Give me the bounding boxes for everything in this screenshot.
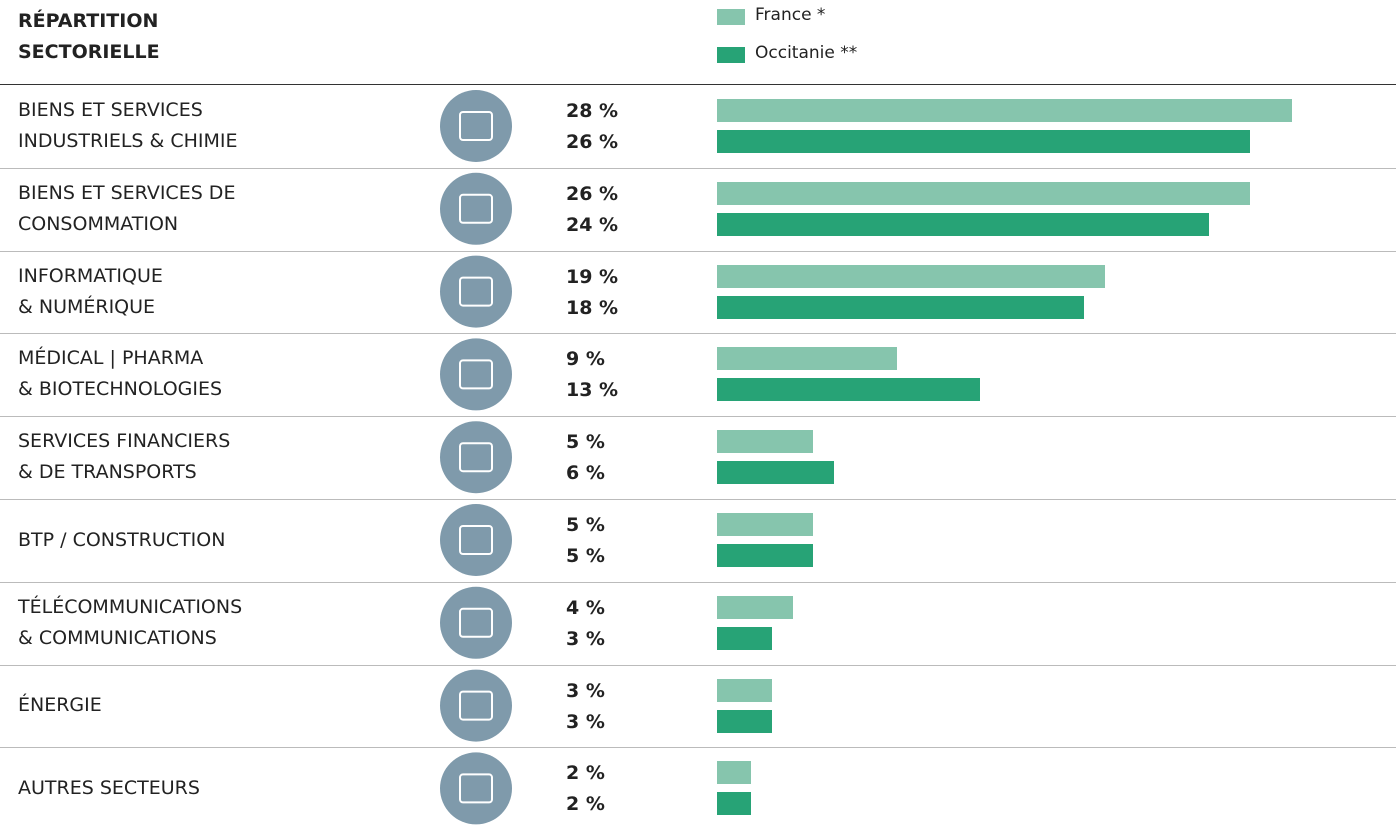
- bar: [717, 678, 772, 702]
- icon-glyph: [459, 442, 493, 473]
- bar: [717, 709, 772, 733]
- sector-icon: [440, 421, 512, 494]
- bar: [717, 595, 793, 619]
- value-label: 6 %: [566, 462, 605, 485]
- chart-title: RÉPARTITION SECTORIELLE: [18, 10, 160, 63]
- value-label: 5 %: [566, 431, 605, 454]
- bar: [717, 430, 814, 454]
- value-label: 18 %: [566, 296, 619, 319]
- category-label: INFORMATIQUE & NUMÉRIQUE: [18, 264, 163, 318]
- sector-icon: [440, 669, 512, 742]
- value-label: 9 %: [566, 348, 605, 371]
- row-separator: [0, 416, 1396, 418]
- value-label: 28 %: [566, 100, 619, 122]
- bar: [717, 792, 751, 816]
- bar: [717, 130, 1251, 153]
- row-separator: [0, 499, 1396, 500]
- sector-icon: [440, 504, 512, 576]
- bar: [717, 212, 1209, 236]
- value-label: 13 %: [566, 379, 619, 402]
- row-separator: [0, 333, 1396, 335]
- legend-swatch: [717, 47, 745, 63]
- value-label: 24 %: [566, 213, 619, 236]
- bar: [717, 378, 980, 402]
- sector-icon: [440, 172, 512, 245]
- legend-label: Occitanie **: [755, 43, 858, 63]
- value-label: 5 %: [566, 514, 605, 536]
- bar: [717, 461, 835, 485]
- value-label: 5 %: [566, 545, 605, 567]
- row-separator: [0, 581, 1396, 583]
- icon-glyph: [459, 111, 493, 141]
- category-label: ÉNERGIE: [18, 694, 102, 717]
- icon-glyph: [459, 607, 493, 638]
- icon-glyph: [459, 525, 493, 555]
- value-label: 26 %: [566, 131, 619, 153]
- bar: [717, 761, 751, 785]
- value-label: 2 %: [566, 793, 605, 816]
- bar: [717, 264, 1105, 288]
- icon-glyph: [459, 773, 493, 804]
- value-label: 19 %: [566, 265, 619, 288]
- row-separator: [0, 747, 1396, 749]
- value-label: 3 %: [566, 627, 605, 650]
- header-rule: [0, 84, 1396, 85]
- row-separator: [0, 250, 1396, 252]
- icon-glyph: [459, 359, 493, 390]
- row-separator: [0, 664, 1396, 666]
- bar: [717, 347, 897, 371]
- sector-icon: [440, 338, 512, 411]
- category-label: BTP / CONSTRUCTION: [18, 528, 226, 551]
- bar: [717, 295, 1084, 319]
- icon-glyph: [459, 276, 493, 307]
- category-label: BIENS ET SERVICES DE CONSOMMATION: [18, 181, 236, 235]
- icon-glyph: [459, 193, 493, 224]
- sector-icon: [440, 90, 512, 162]
- value-label: 4 %: [566, 596, 605, 619]
- value-label: 3 %: [566, 710, 605, 733]
- category-label: BIENS ET SERVICES INDUSTRIELS & CHIMIE: [18, 99, 238, 152]
- icon-glyph: [459, 690, 493, 721]
- category-label: MÉDICAL | PHARMA & BIOTECHNOLOGIES: [18, 347, 223, 401]
- bar: [717, 544, 814, 567]
- category-label: AUTRES SECTEURS: [18, 776, 200, 799]
- category-label: SERVICES FINANCIERS & DE TRANSPORTS: [18, 430, 231, 484]
- bar: [717, 626, 772, 650]
- bar: [717, 99, 1292, 122]
- bar: [717, 181, 1251, 205]
- legend-swatch: [717, 9, 745, 25]
- row-separator: [0, 167, 1396, 169]
- sector-icon: [440, 586, 512, 659]
- legend-label: France *: [755, 5, 826, 25]
- value-label: 3 %: [566, 679, 605, 702]
- bar: [717, 513, 814, 536]
- value-label: 26 %: [566, 182, 619, 205]
- sector-icon: [440, 255, 512, 328]
- value-label: 2 %: [566, 762, 605, 785]
- sector-icon: [440, 752, 512, 825]
- category-label: TÉLÉCOMMUNICATIONS & COMMUNICATIONS: [18, 595, 243, 649]
